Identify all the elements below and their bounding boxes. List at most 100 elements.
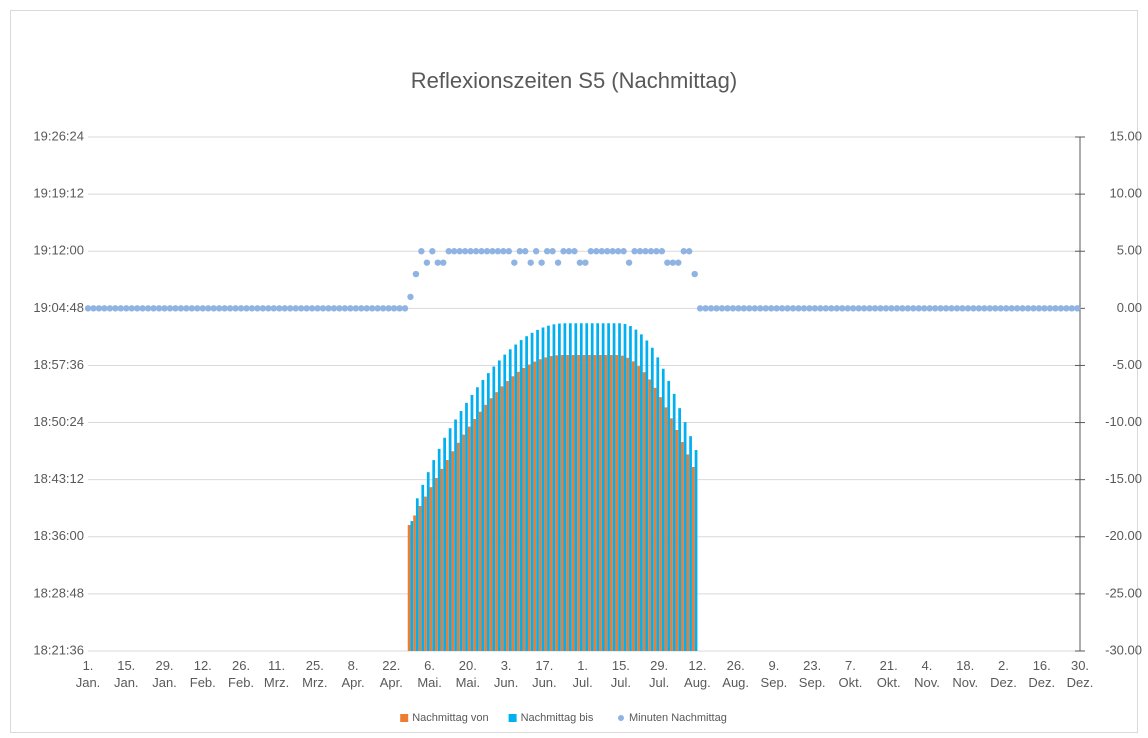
bar <box>629 326 632 651</box>
point <box>210 305 217 312</box>
bar <box>637 366 641 651</box>
bar <box>609 355 613 651</box>
bar <box>511 376 515 651</box>
point <box>396 305 403 312</box>
point <box>576 259 584 266</box>
point <box>341 305 349 312</box>
bar <box>640 334 643 651</box>
point <box>90 305 97 312</box>
point <box>614 248 622 255</box>
point <box>565 248 573 255</box>
point <box>587 248 595 255</box>
x-tick-label: 16. Dez. <box>1028 658 1056 690</box>
bar <box>588 355 591 651</box>
bar <box>525 336 528 651</box>
point <box>133 305 141 312</box>
bar <box>604 355 608 651</box>
point <box>199 305 206 312</box>
y2-tick-label: -30.00 <box>1105 642 1142 657</box>
bar <box>686 454 690 651</box>
point <box>778 305 786 312</box>
bar <box>544 357 548 651</box>
bar <box>645 340 649 651</box>
point <box>390 305 398 312</box>
point <box>248 305 256 312</box>
point <box>183 305 190 312</box>
point <box>166 305 174 312</box>
point <box>232 305 239 312</box>
x-tick-label: 8. Apr. <box>341 658 365 690</box>
point <box>379 305 387 312</box>
point <box>729 305 737 312</box>
bar <box>558 323 561 651</box>
bar <box>694 450 698 651</box>
bar <box>495 392 498 651</box>
point <box>1068 305 1076 312</box>
x-tick-label: 25. Mrz. <box>302 658 328 690</box>
y-tick-label: 18:43:12 <box>33 471 84 486</box>
point <box>276 305 283 312</box>
point <box>740 305 748 312</box>
point <box>571 248 578 255</box>
point <box>1074 305 1081 312</box>
legend-label: Nachmittag bis <box>521 712 594 724</box>
point <box>647 248 655 255</box>
bar <box>533 361 537 651</box>
point <box>948 305 955 312</box>
bar <box>424 496 427 651</box>
bar <box>415 498 419 651</box>
bar <box>612 323 616 651</box>
bar <box>648 379 651 651</box>
bar <box>678 408 682 651</box>
point <box>456 248 463 255</box>
bar <box>467 426 471 651</box>
point <box>314 305 321 312</box>
bar <box>407 525 411 651</box>
point <box>226 305 234 312</box>
bar <box>601 323 605 651</box>
point <box>336 305 343 312</box>
point <box>560 248 567 255</box>
bar <box>656 357 660 651</box>
bar <box>566 355 569 651</box>
bar <box>426 472 430 651</box>
bar <box>443 437 446 651</box>
bar <box>596 323 600 651</box>
bar <box>508 349 512 651</box>
bar <box>547 325 550 651</box>
point <box>975 305 983 312</box>
point <box>636 248 644 255</box>
point <box>554 259 562 266</box>
bar <box>454 419 457 651</box>
point <box>407 293 414 301</box>
bar <box>459 411 463 651</box>
point <box>440 259 447 266</box>
point <box>1035 305 1043 312</box>
point <box>959 305 966 312</box>
bar <box>642 372 646 651</box>
point <box>653 248 660 255</box>
point <box>188 305 196 312</box>
point <box>112 305 119 312</box>
point <box>106 305 114 312</box>
bar <box>667 380 671 651</box>
y-tick-label: 18:57:36 <box>33 357 84 372</box>
y-tick-label: 19:19:12 <box>33 186 84 201</box>
point <box>259 305 267 312</box>
point <box>604 248 611 255</box>
bar <box>429 487 433 651</box>
bar <box>650 347 654 651</box>
point <box>281 305 288 312</box>
point <box>964 305 972 312</box>
point <box>986 305 994 312</box>
point <box>751 305 758 312</box>
point <box>161 305 168 312</box>
point <box>194 305 201 312</box>
point <box>691 270 698 278</box>
point <box>123 305 130 312</box>
point <box>910 305 917 312</box>
bar <box>527 364 531 651</box>
bar <box>465 402 468 651</box>
x-tick-label: 3. Jun. <box>493 658 519 690</box>
bar <box>519 340 523 651</box>
